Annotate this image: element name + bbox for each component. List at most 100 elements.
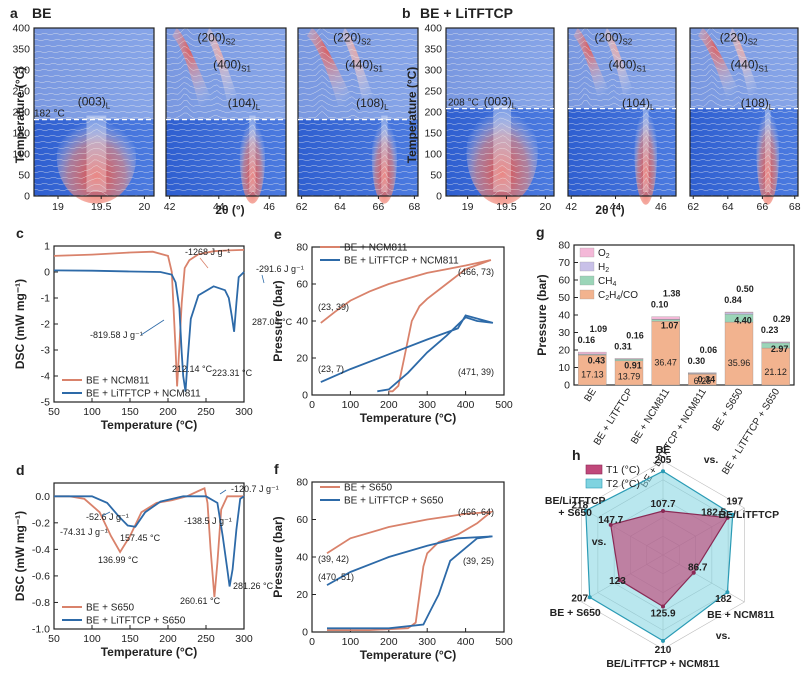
xrd-trace <box>297 171 419 179</box>
bar-value-label: 36.47 <box>654 358 677 368</box>
xrd-trace <box>33 111 155 113</box>
peak-label: (003)L <box>78 94 111 110</box>
xrd-trace <box>445 153 555 161</box>
xrd-trace <box>165 129 287 137</box>
panel-b-yticks: 0 50 100 150 200 250 300 350 400 <box>424 23 442 203</box>
peak-label: (220)S2 <box>333 30 371 46</box>
xtick-label: 62 <box>687 201 699 213</box>
legend-swatch <box>579 275 595 286</box>
xrd-trace <box>297 75 419 83</box>
peak-label: (104)L <box>622 96 655 112</box>
y-axis-label: Pressure (bar) <box>271 280 285 361</box>
bar-segment <box>578 351 607 355</box>
bar-value-label: 0.50 <box>736 284 754 294</box>
bar-segment <box>578 354 607 386</box>
annotation: -74.31 J g⁻¹ <box>60 527 108 537</box>
ytick-label: 20 <box>296 589 308 601</box>
xrd-trace <box>297 154 419 161</box>
xrd-trace <box>165 45 287 53</box>
xrd-trace <box>445 63 555 65</box>
radar-value-label: 205 <box>655 455 672 466</box>
xrd-trace <box>165 171 287 179</box>
ytick-label: 100 <box>12 149 30 161</box>
bar-segment <box>688 372 717 374</box>
xrd-trace <box>567 183 677 191</box>
xrd-trace <box>297 45 419 53</box>
plot-frame <box>53 482 245 630</box>
xrd-trace <box>33 81 155 83</box>
xrd-trace <box>689 58 799 65</box>
xrd-trace <box>567 124 677 131</box>
annotation: (39, 25) <box>463 556 494 566</box>
xrd-trace <box>165 165 287 173</box>
xrd-trace <box>33 184 155 191</box>
xrd-trace <box>567 129 677 137</box>
ytick-label: -0.2 <box>32 517 50 529</box>
xrd-trace <box>689 39 799 47</box>
vs-label: vs. <box>704 454 719 466</box>
diffraction-peak <box>603 28 640 109</box>
xrd-trace <box>33 177 155 185</box>
bar-value-label: 0.30 <box>688 356 706 366</box>
xtick-label: 42 <box>565 201 577 213</box>
xrd-trace <box>297 33 419 41</box>
diffraction-peak-core <box>249 115 256 192</box>
annotation: -819.58 J g⁻¹ <box>90 330 143 340</box>
xtick-label: 46 <box>655 201 667 213</box>
xrd-trace <box>689 63 799 71</box>
xrd-trace <box>567 40 677 47</box>
xrd-trace <box>297 27 419 35</box>
xrd-trace <box>689 52 799 59</box>
xrd-trace <box>165 51 287 59</box>
xrd-trace <box>567 34 677 41</box>
xtick-label: 100 <box>83 406 101 418</box>
ytick-label: 20 <box>296 353 308 365</box>
bar-segment <box>724 312 754 315</box>
x-axis-label: Temperature (°C) <box>101 645 198 659</box>
xrd-subplot: 42 44 46 (200)S2 (400)S1 (104)L <box>164 27 287 213</box>
xrd-trace <box>567 105 677 113</box>
bar-value-label: 4.40 <box>734 315 752 325</box>
series-line <box>326 535 493 630</box>
xrd-trace <box>33 171 155 179</box>
xrd-trace <box>567 177 677 185</box>
ytick-label: 0.0 <box>35 491 50 503</box>
xrd-trace <box>33 165 155 173</box>
ytick-label: -2 <box>41 319 50 331</box>
ytick-label: 250 <box>424 86 442 98</box>
xrd-trace <box>165 64 287 71</box>
xtick-label: 50 <box>48 633 60 645</box>
panel-letter: d <box>16 462 25 478</box>
xrd-trace <box>297 94 419 101</box>
xrd-trace <box>689 171 799 179</box>
xrd-trace <box>689 75 799 83</box>
bar-value-label: 0.34 <box>698 374 716 384</box>
peak-label: (108)L <box>356 96 389 112</box>
ytick-label: 350 <box>12 44 30 56</box>
xrd-trace <box>33 87 155 89</box>
peak-label: (108)L <box>741 96 774 112</box>
bar-value-label: 13.79 <box>618 372 641 382</box>
xrd-trace <box>689 124 799 131</box>
xrd-trace <box>165 76 287 83</box>
xtick-label: 100 <box>83 633 101 645</box>
legend-label: H2 <box>598 262 609 274</box>
xrd-trace <box>33 63 155 65</box>
panel-letter: h <box>572 447 581 463</box>
ytick-label: -0.4 <box>32 544 50 556</box>
xrd-trace <box>33 57 155 59</box>
xtick-label: 150 <box>121 406 139 418</box>
bar-value-label: 2.97 <box>771 344 789 354</box>
radar-point <box>608 522 613 527</box>
xrd-trace <box>567 112 676 119</box>
bar-value-label: 0.23 <box>761 325 779 335</box>
heatmap-band <box>34 28 154 120</box>
xrd-trace <box>165 40 287 47</box>
xtick-label: 0 <box>309 399 315 411</box>
heatmap-band <box>446 28 554 109</box>
xrd-trace <box>297 129 419 137</box>
ytick-label: 0 <box>436 191 442 203</box>
xtick-label: 19 <box>462 201 474 213</box>
xrd-trace <box>689 183 799 191</box>
legend-label: T2 (°C) <box>606 478 640 490</box>
